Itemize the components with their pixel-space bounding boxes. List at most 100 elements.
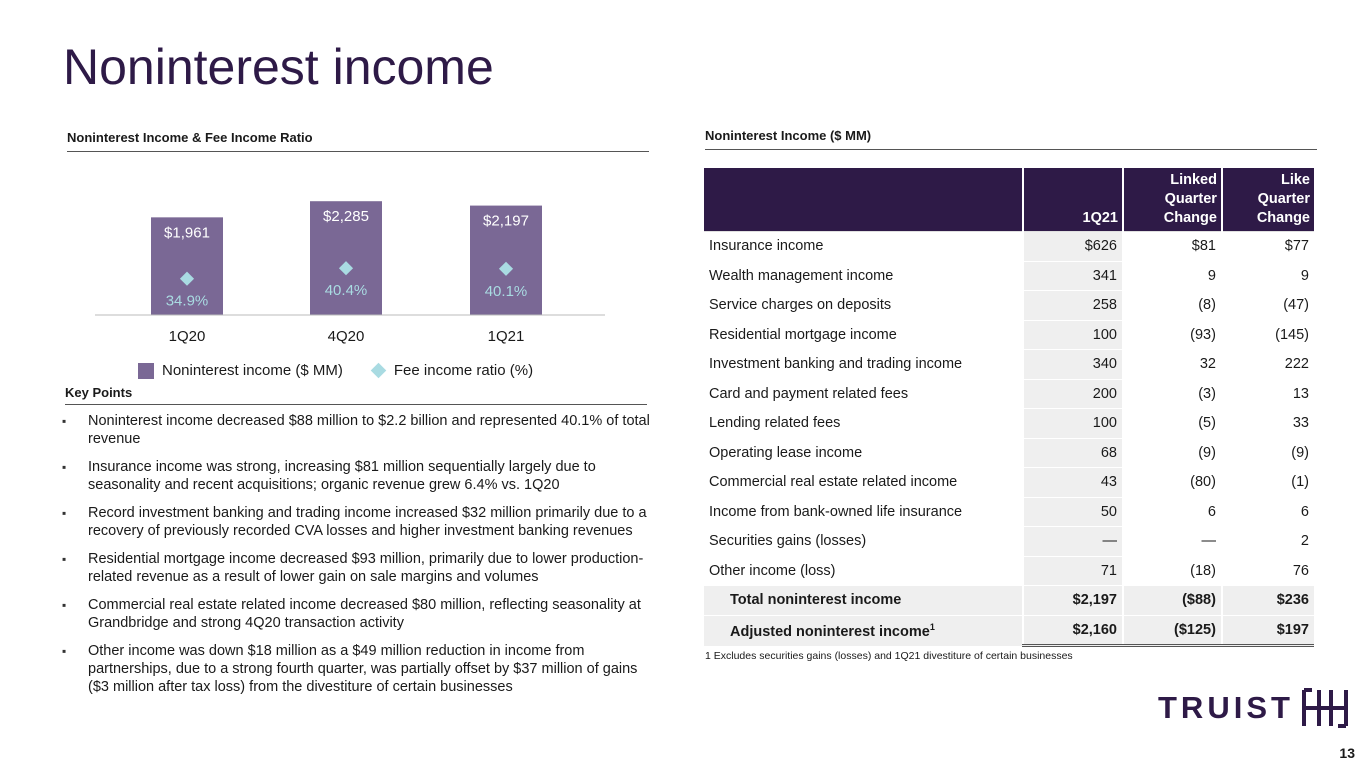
cell-like-quarter-text: $197: [1276, 621, 1309, 638]
fee-ratio-point: [498, 261, 514, 276]
cell-1q21-text: 340: [1092, 356, 1117, 373]
fee-ratio-point: [179, 271, 195, 286]
cell-linked-quarter: ($88): [1122, 585, 1222, 616]
bar-value-label: $1,961: [164, 224, 210, 241]
key-points-title: Key Points: [65, 385, 647, 405]
header-like-quarter: Like Quarter Change: [1220, 168, 1314, 232]
cell-linked-quarter-text: (18): [1190, 562, 1216, 579]
row-label-text: Other income (loss): [709, 562, 836, 579]
row-label: Commercial real estate related income: [704, 467, 1023, 498]
table-row: Investment banking and trading income 340…: [704, 349, 1314, 380]
cell-like-quarter-text: 6: [1300, 503, 1309, 520]
row-label-text: Insurance income: [709, 238, 824, 255]
cell-1q21: 50: [1022, 496, 1123, 527]
fee-ratio-point: [338, 261, 354, 276]
legend-bar-label: Noninterest income ($ MM): [162, 362, 343, 379]
table-section-title: Noninterest Income ($ MM): [705, 128, 1317, 150]
logo-text: TRUIST: [1158, 690, 1294, 725]
cell-1q21-text: $626: [1084, 238, 1117, 255]
cell-1q21: 68: [1022, 437, 1123, 468]
cell-linked-quarter-text: (80): [1190, 474, 1216, 491]
x-tick-label: 1Q20: [169, 328, 206, 345]
cell-linked-quarter-text: (9): [1198, 444, 1216, 461]
total-row: Total noninterest income $2,197 ($88) $236: [704, 585, 1314, 616]
cell-linked-quarter: (9): [1122, 437, 1222, 468]
cell-1q21: 43: [1022, 467, 1123, 498]
key-point: Noninterest income decreased $88 million…: [62, 412, 662, 448]
cell-like-quarter-text: 222: [1284, 356, 1309, 373]
cell-1q21-text: 200: [1092, 385, 1117, 402]
cell-like-quarter-text: $236: [1276, 592, 1309, 609]
cell-linked-quarter: (18): [1122, 555, 1222, 586]
fee-ratio-label: 40.4%: [325, 282, 368, 299]
x-tick-label: 1Q21: [488, 328, 525, 345]
cell-linked-quarter: $81: [1122, 231, 1222, 262]
cell-like-quarter-text: (145): [1275, 326, 1309, 343]
table-row: Residential mortgage income 100 (93) (145): [704, 319, 1314, 350]
row-label: Lending related fees: [704, 408, 1023, 439]
cell-linked-quarter-text: 6: [1207, 503, 1216, 520]
bar: [470, 205, 542, 315]
header-1q21: 1Q21: [1022, 168, 1123, 232]
bar: [310, 201, 382, 315]
legend-bar-swatch: [138, 362, 154, 379]
row-label-text: Adjusted noninterest income: [730, 623, 930, 640]
key-point: Record investment banking and trading in…: [62, 504, 662, 540]
cell-1q21: 340: [1022, 349, 1123, 380]
header-linked-quarter: Linked Quarter Change: [1122, 168, 1222, 232]
cell-like-quarter: 6: [1220, 496, 1314, 527]
cell-1q21: 341: [1022, 260, 1123, 291]
cell-1q21-text: —: [1102, 533, 1118, 550]
key-point: Other income was down $18 million as a $…: [62, 642, 662, 696]
table-row: Income from bank-owned life insurance 50 6…: [704, 496, 1314, 527]
table-header-row: 1Q21 Linked Quarter Change Like Quarter …: [704, 168, 1314, 232]
truist-logo: TRUIST: [1158, 688, 1348, 728]
cell-like-quarter: (9): [1220, 437, 1314, 468]
key-point: Residential mortgage income decreased $9…: [62, 550, 662, 586]
row-label-text: Card and payment related fees: [709, 385, 909, 402]
table-row: Securities gains (losses) — — 2: [704, 526, 1314, 557]
legend-diamond-label: Fee income ratio (%): [393, 362, 534, 379]
fee-ratio-label: 40.1%: [485, 283, 528, 300]
table-row: Insurance income $626 $81 $77: [704, 231, 1314, 262]
cell-linked-quarter-text: $81: [1191, 238, 1216, 255]
row-label: Card and payment related fees: [704, 378, 1023, 409]
truist-mark-icon: [1301, 688, 1348, 728]
cell-like-quarter: (145): [1220, 319, 1314, 350]
row-label-text: Wealth management income: [709, 267, 894, 284]
chart-section-title: Noninterest Income & Fee Income Ratio: [67, 130, 649, 152]
header-blank: [704, 168, 1023, 232]
cell-1q21-text: 341: [1092, 267, 1117, 284]
cell-like-quarter: 13: [1220, 378, 1314, 409]
cell-linked-quarter-text: 9: [1207, 267, 1216, 284]
cell-like-quarter-text: 76: [1292, 562, 1309, 579]
bar-value-label: $2,197: [483, 213, 529, 230]
cell-linked-quarter-text: —: [1201, 533, 1216, 550]
cell-1q21: 100: [1022, 408, 1123, 439]
key-point: Commercial real estate related income de…: [62, 596, 662, 632]
noninterest-income-chart: $1,961 34.9% 1Q20 $2,285 40.4% 4Q20 $2,197 40.1…: [95, 201, 605, 345]
cell-linked-quarter-text: ($88): [1182, 592, 1216, 609]
row-label-text: Income from bank-owned life insurance: [709, 503, 963, 520]
cell-like-quarter-text: (9): [1291, 444, 1309, 461]
chart-legend: Noninterest income ($ MM) Fee income rat…: [138, 362, 533, 379]
fee-ratio-label: 34.9%: [166, 293, 209, 310]
key-point: Insurance income was strong, increasing …: [62, 458, 662, 494]
cell-linked-quarter: (80): [1122, 467, 1222, 498]
cell-1q21-text: 68: [1100, 444, 1117, 461]
footnote: 1 Excludes securities gains (losses) and…: [705, 650, 1073, 662]
cell-like-quarter: 9: [1220, 260, 1314, 291]
row-label: Wealth management income: [704, 260, 1023, 291]
cell-linked-quarter-text: (5): [1198, 415, 1216, 432]
cell-like-quarter: (1): [1220, 467, 1314, 498]
row-label: Investment banking and trading income: [704, 349, 1023, 380]
table-row: Wealth management income 341 9 9: [704, 260, 1314, 291]
cell-1q21: $2,160: [1022, 614, 1123, 647]
row-label: Securities gains (losses): [704, 526, 1023, 557]
cell-1q21-text: 100: [1092, 326, 1117, 343]
cell-like-quarter: $197: [1220, 614, 1314, 647]
cell-linked-quarter: 9: [1122, 260, 1222, 291]
cell-1q21: 200: [1022, 378, 1123, 409]
cell-like-quarter: 33: [1220, 408, 1314, 439]
cell-1q21: 100: [1022, 319, 1123, 350]
